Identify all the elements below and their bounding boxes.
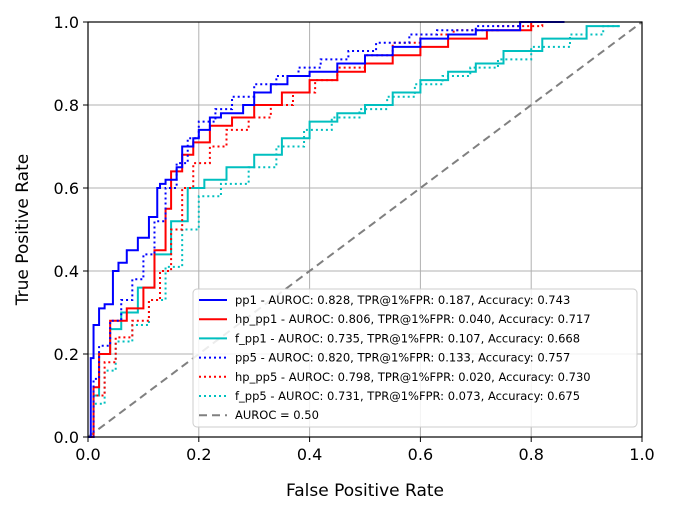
legend-entry-label: hp_pp1 - AUROC: 0.806, TPR@1%FPR: 0.040,… xyxy=(235,312,591,326)
x-tick-label: 0.6 xyxy=(408,445,433,464)
y-tick-label: 0.0 xyxy=(54,428,79,447)
legend-entry-label: f_pp1 - AUROC: 0.735, TPR@1%FPR: 0.107, … xyxy=(235,331,580,345)
legend-entry-label: pp1 - AUROC: 0.828, TPR@1%FPR: 0.187, Ac… xyxy=(235,293,570,307)
x-tick-label: 0.4 xyxy=(297,445,322,464)
y-tick-label: 1.0 xyxy=(54,13,79,32)
y-tick-label: 0.4 xyxy=(54,262,79,281)
y-tick-label: 0.6 xyxy=(54,179,79,198)
legend: pp1 - AUROC: 0.828, TPR@1%FPR: 0.187, Ac… xyxy=(193,289,637,427)
x-tick-label: 0.8 xyxy=(518,445,543,464)
legend-entry-label: pp5 - AUROC: 0.820, TPR@1%FPR: 0.133, Ac… xyxy=(235,351,570,365)
x-tick-label: 0.2 xyxy=(186,445,211,464)
roc-chart: 0.0 0.2 0.4 0.6 0.8 1.0 0.0 0.2 0.4 0.6 0.8 1.0 Fal… xyxy=(0,0,673,513)
x-tick-label: 1.0 xyxy=(629,445,654,464)
legend-entry-label: AUROC = 0.50 xyxy=(235,408,319,422)
y-tick-label: 0.8 xyxy=(54,96,79,115)
legend-entry-label: hp_pp5 - AUROC: 0.798, TPR@1%FPR: 0.020,… xyxy=(235,370,591,384)
x-tick-label: 0.0 xyxy=(75,445,100,464)
y-tick-label: 0.2 xyxy=(54,345,79,364)
legend-entry-label: f_pp5 - AUROC: 0.731, TPR@1%FPR: 0.073, … xyxy=(235,389,580,403)
y-axis-label: True Positive Rate xyxy=(13,154,33,306)
x-axis-label: False Positive Rate xyxy=(286,481,444,501)
